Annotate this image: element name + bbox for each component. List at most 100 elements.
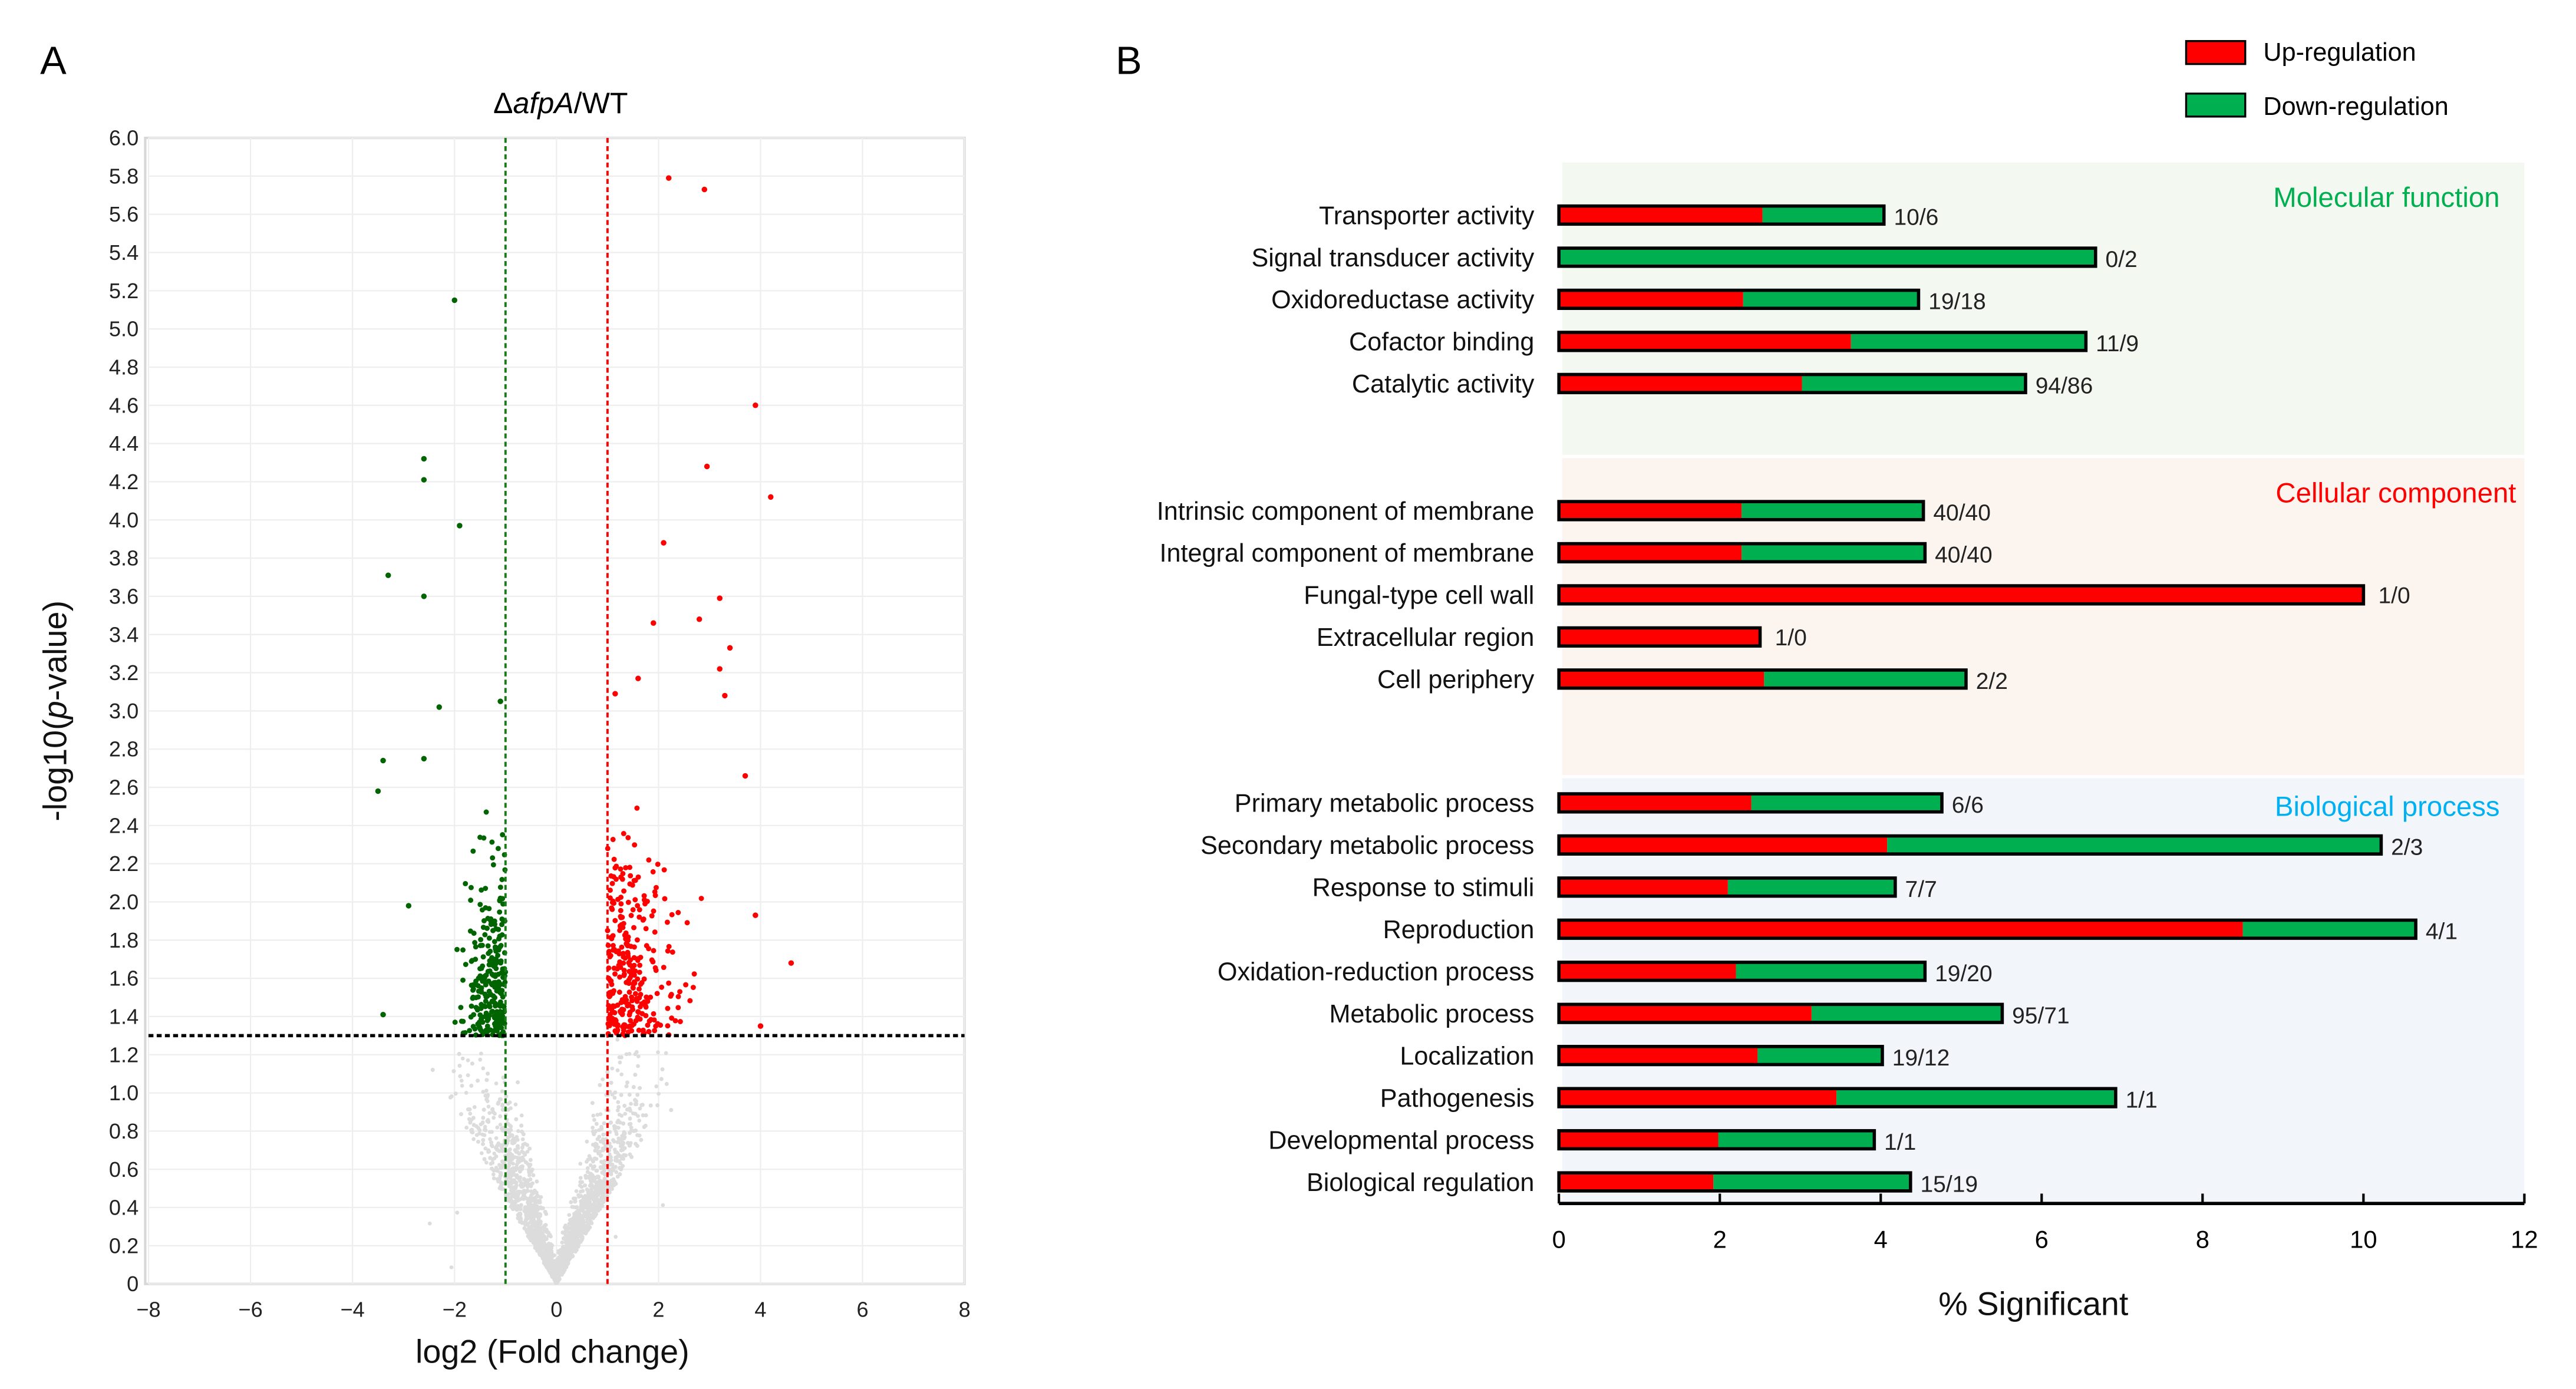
x-tick-label: 0 (550, 1297, 562, 1321)
y-tick-label: 3.6 (109, 584, 138, 608)
point-ns (557, 1255, 562, 1259)
point-ns (527, 1173, 532, 1177)
point-ns (506, 1121, 510, 1126)
point-ns (624, 1153, 628, 1157)
point-ns (598, 1139, 603, 1144)
point-ns (449, 1265, 454, 1269)
y-tick-label: 4.0 (109, 508, 138, 532)
point-ns (608, 1154, 613, 1159)
point-ns (476, 1140, 480, 1144)
point-ns (546, 1242, 551, 1246)
point-ns (507, 1131, 512, 1135)
point-ns (459, 1112, 463, 1116)
point-ns (484, 1088, 489, 1093)
point-ns (492, 1176, 496, 1180)
point-ns (660, 1067, 665, 1071)
point-ns (586, 1222, 591, 1226)
point-ns (529, 1184, 533, 1189)
point-ns (534, 1245, 539, 1249)
point-ns (483, 1128, 488, 1133)
point-ns (480, 1120, 485, 1124)
point-ns (455, 1210, 460, 1215)
point-ns (612, 1139, 616, 1144)
point-ns (591, 1113, 596, 1118)
point-ns (644, 1113, 648, 1117)
point-ns (581, 1198, 586, 1203)
point-ns (483, 1146, 488, 1151)
point-ns (427, 1221, 432, 1226)
point-ns (482, 1157, 487, 1162)
y-tick-label: 5.4 (109, 240, 138, 265)
point-ns (629, 1125, 634, 1130)
point-ns (572, 1238, 576, 1242)
point-ns (500, 1089, 504, 1094)
point-ns (499, 1097, 503, 1101)
point-ns (601, 1132, 606, 1137)
point-ns (471, 1123, 476, 1127)
y-tick-label: 4.8 (109, 355, 138, 379)
point-ns (504, 1094, 509, 1098)
non-significant-points (427, 1037, 674, 1285)
y-tick-label: 4.6 (109, 393, 138, 417)
point-ns (598, 1112, 603, 1116)
point-ns (637, 1119, 642, 1123)
point-ns (527, 1146, 532, 1151)
point-ns (493, 1168, 498, 1173)
y-tick-label: 4.2 (109, 470, 138, 494)
point-ns (476, 1078, 480, 1083)
point-ns (589, 1182, 593, 1186)
point-ns (586, 1175, 591, 1180)
point-ns (514, 1207, 519, 1212)
point-ns (468, 1111, 473, 1116)
point-ns (500, 1159, 504, 1164)
volcano-title: ΔafpA/WT (493, 87, 628, 120)
point-ns (511, 1206, 516, 1210)
point-ns (484, 1160, 489, 1165)
point-ns (610, 1066, 615, 1071)
point-ns (579, 1185, 584, 1189)
point-ns (573, 1196, 578, 1201)
point-ns (530, 1203, 534, 1207)
point-ns (481, 1138, 486, 1142)
point-ns (602, 1168, 606, 1173)
point-ns (510, 1157, 514, 1162)
point-ns (641, 1113, 645, 1117)
point-ns (572, 1248, 576, 1253)
point-ns (522, 1151, 526, 1155)
y-tick-label: 1.0 (109, 1081, 138, 1105)
point-ns (506, 1135, 510, 1140)
point-ns (518, 1169, 522, 1174)
point-ns (618, 1154, 623, 1159)
point-ns (574, 1189, 579, 1193)
point-ns (560, 1240, 565, 1245)
point-ns (654, 1084, 659, 1088)
y-tick-label: 3.8 (109, 546, 138, 570)
point-ns (543, 1210, 547, 1214)
y-tick-label: 1.4 (109, 1004, 138, 1028)
point-ns (498, 1114, 503, 1119)
x-tick-label: 4 (754, 1297, 766, 1321)
point-ns (596, 1180, 601, 1185)
volcano-x-label: log2 (Fold change) (415, 1333, 690, 1370)
y-tick-label: 2.8 (109, 737, 138, 761)
point-ns (471, 1137, 476, 1141)
point-ns (628, 1152, 632, 1157)
point-ns (610, 1092, 615, 1097)
point-ns (510, 1133, 514, 1137)
point-ns (516, 1213, 520, 1218)
point-ns (569, 1200, 573, 1205)
point-ns (616, 1100, 621, 1104)
point-ns (631, 1085, 636, 1089)
point-ns (486, 1104, 491, 1109)
point-ns (634, 1050, 639, 1054)
point-ns (522, 1226, 527, 1230)
point-ns (614, 1170, 619, 1174)
point-ns (636, 1054, 641, 1058)
point-ns (469, 1084, 474, 1088)
point-ns (585, 1139, 589, 1144)
y-tick-label: 0.6 (109, 1157, 138, 1182)
y-tick-label: 5.6 (109, 202, 138, 226)
point-ns (527, 1228, 531, 1233)
point-ns (598, 1154, 603, 1158)
point-ns (523, 1205, 527, 1209)
